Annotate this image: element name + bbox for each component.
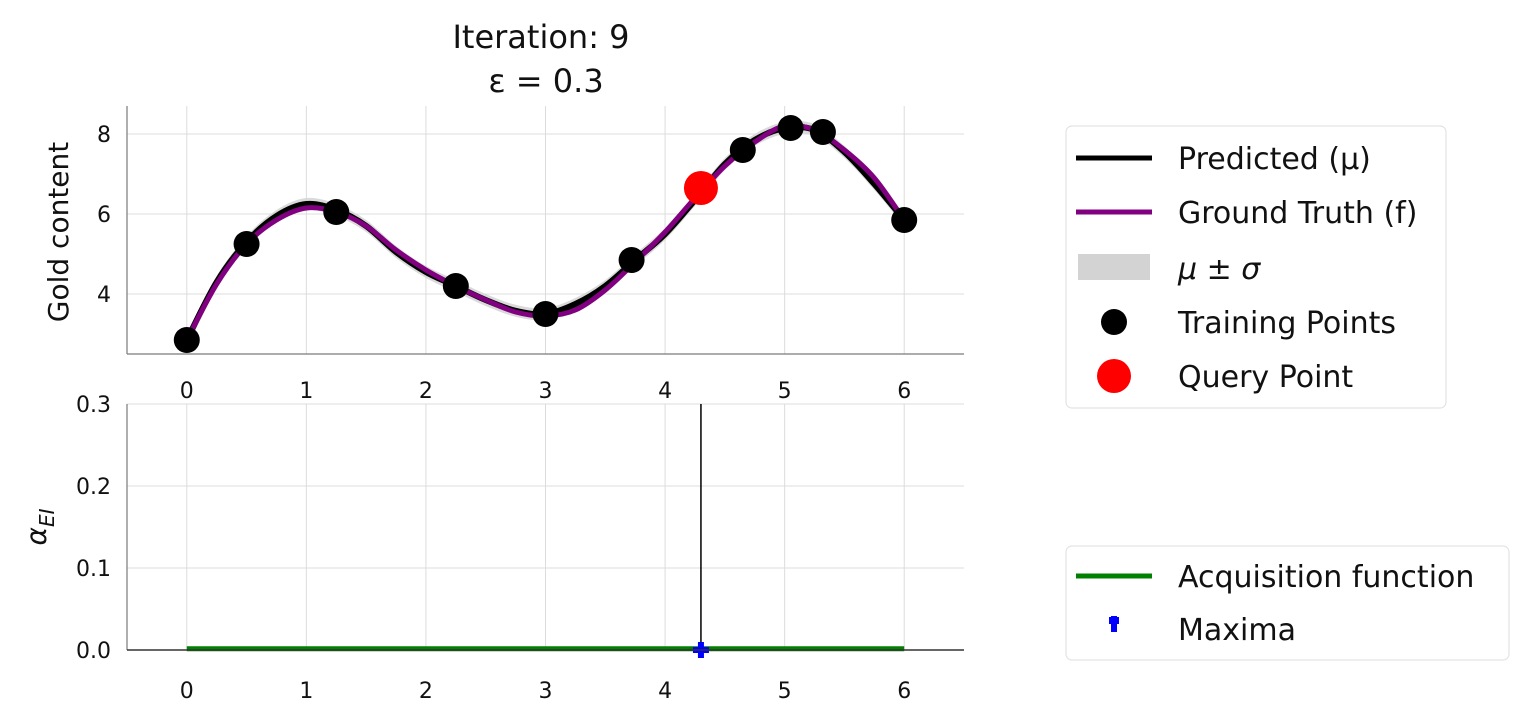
training-point [891,207,918,233]
chart-title-line1: Iteration: 9 [452,18,629,56]
training-point [618,247,645,273]
bottom-y-tick-0.2: 0.2 [76,475,111,500]
bottom-x-tick-6: 6 [897,679,911,704]
bottom-panel: 0 1 2 3 4 5 6 0.0 0.1 0.2 0.3 αEI [20,393,964,704]
training-point [442,273,469,299]
top-x-tick-1: 1 [299,379,313,404]
legend-band-swatch [1078,254,1150,280]
bottom-x-tick-2: 2 [419,679,433,704]
training-point [729,137,756,163]
bottom-y-tick-labels: 0.0 0.1 0.2 0.3 [76,393,111,664]
training-point [777,115,804,141]
top-x-tick-4: 4 [658,379,672,404]
bottom-x-tick-5: 5 [778,679,792,704]
training-point [532,301,559,327]
legend-top-frame [1065,125,1447,409]
legend-ground-truth-label: Ground Truth (f) [1178,196,1417,231]
chart-title-line2: ε = 0.3 [488,62,603,100]
bottom-y-tick-0.3: 0.3 [76,393,111,418]
legend-band-label: μ ± σ [1177,252,1261,287]
bottom-x-tick-0: 0 [180,679,194,704]
legend-maxima-label: Maxima [1178,613,1296,648]
legend-training-label: Training Points [1177,306,1396,341]
top-x-tick-6: 6 [897,379,911,404]
bottom-y-tick-0.1: 0.1 [76,557,111,582]
top-y-tick-labels: 4 6 8 [97,123,111,308]
top-x-tick-3: 3 [539,379,553,404]
training-point [323,199,350,225]
legend-predicted-label: Predicted (μ) [1178,142,1371,177]
top-y-tick-4: 4 [97,283,111,308]
legend-top: Predicted (μ) Ground Truth (f) μ ± σ Tra… [1065,125,1447,409]
training-point [233,231,260,257]
training-point [173,327,200,353]
bottom-y-tick-0.0: 0.0 [76,639,111,664]
top-x-tick-labels: 0 1 2 3 4 5 6 [180,379,911,404]
bottom-y-axis-label: αEI [20,508,59,545]
bottom-x-tick-labels: 0 1 2 3 4 5 6 [180,679,911,704]
legend-query-swatch [1097,359,1131,393]
legend-bottom: Acquisition function Maxima [1065,545,1510,661]
top-x-tick-0: 0 [180,379,194,404]
legend-maxima-swatch [1109,616,1119,632]
top-y-tick-8: 8 [97,123,111,148]
training-points [173,115,918,353]
legend-acquisition-label: Acquisition function [1178,560,1474,595]
legend-training-swatch [1101,309,1127,335]
top-panel: Iteration: 9 ε = 0.3 0 1 2 3 4 5 6 4 6 8 Gold co… [42,18,964,404]
legend-bottom-frame [1065,545,1510,661]
training-point [809,119,836,145]
top-x-tick-2: 2 [419,379,433,404]
alpha-subscript: EI [35,508,59,527]
bottom-gridlines [127,403,964,651]
bottom-x-tick-1: 1 [299,679,313,704]
top-y-axis-label: Gold content [42,142,75,323]
top-y-tick-6: 6 [97,203,111,228]
bottom-x-tick-3: 3 [539,679,553,704]
legend-query-label: Query Point [1178,360,1353,395]
top-x-tick-5: 5 [778,379,792,404]
alpha-symbol: α [20,527,53,546]
bottom-x-tick-4: 4 [658,679,672,704]
query-point-marker [683,171,718,205]
